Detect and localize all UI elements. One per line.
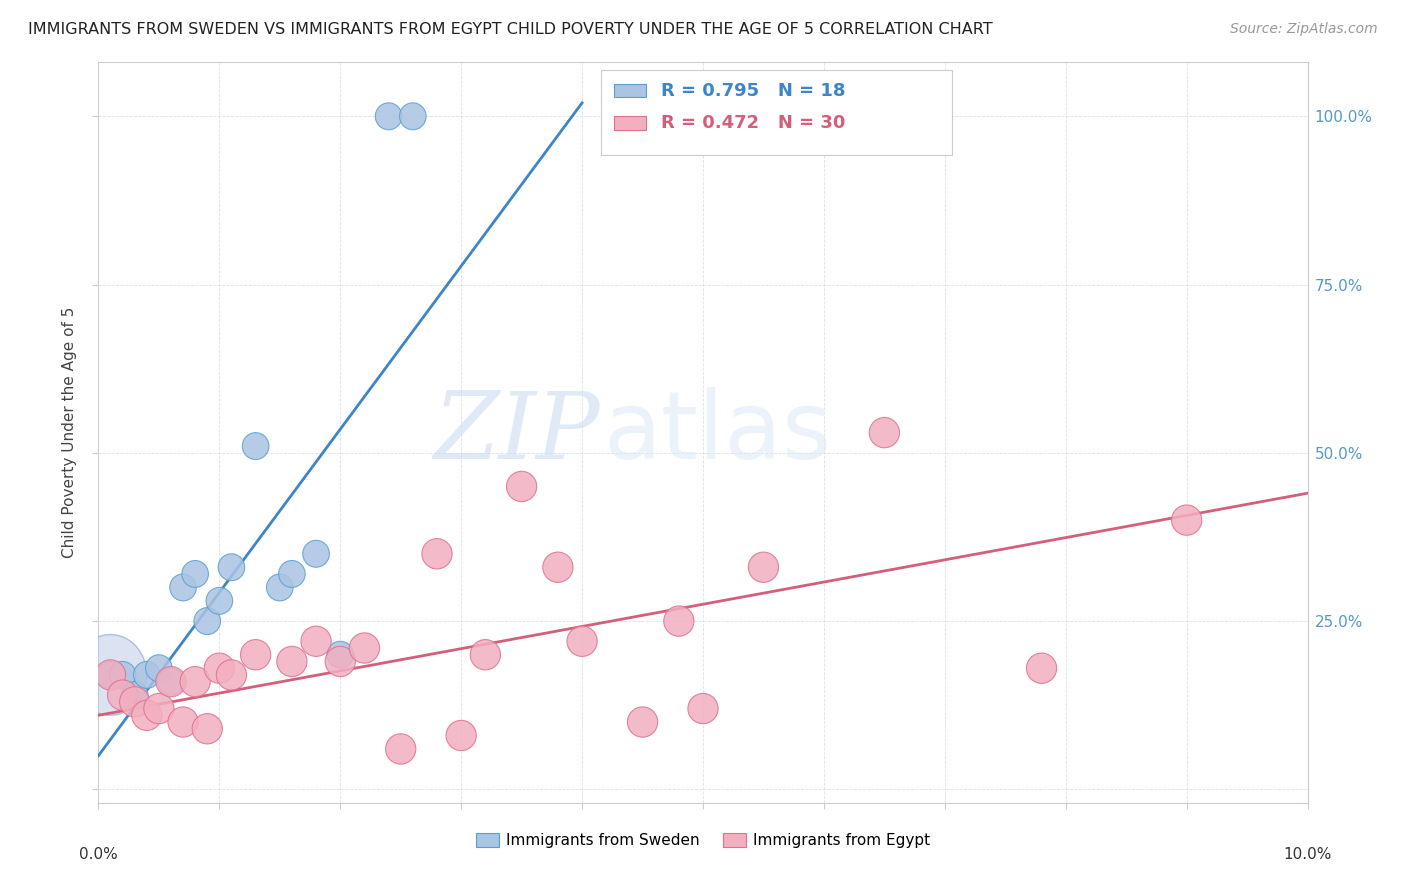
Ellipse shape: [385, 734, 416, 764]
Ellipse shape: [302, 541, 329, 567]
Ellipse shape: [301, 626, 332, 657]
Ellipse shape: [110, 662, 136, 689]
Ellipse shape: [170, 574, 197, 601]
Ellipse shape: [132, 700, 162, 731]
Ellipse shape: [422, 539, 453, 569]
Ellipse shape: [167, 706, 198, 737]
FancyBboxPatch shape: [602, 70, 952, 155]
Ellipse shape: [240, 640, 271, 670]
Ellipse shape: [121, 681, 148, 708]
Ellipse shape: [217, 660, 246, 690]
Ellipse shape: [157, 668, 184, 695]
Text: 0.0%: 0.0%: [79, 847, 118, 863]
Ellipse shape: [688, 693, 718, 723]
Ellipse shape: [156, 666, 186, 697]
Ellipse shape: [278, 560, 305, 588]
Text: atlas: atlas: [603, 386, 832, 479]
Ellipse shape: [748, 552, 779, 582]
Ellipse shape: [325, 647, 356, 677]
Ellipse shape: [194, 607, 221, 634]
Ellipse shape: [470, 640, 501, 670]
Ellipse shape: [96, 660, 125, 690]
Ellipse shape: [75, 634, 146, 715]
Y-axis label: Child Poverty Under the Age of 5: Child Poverty Under the Age of 5: [62, 307, 77, 558]
Ellipse shape: [146, 655, 172, 681]
Ellipse shape: [1026, 653, 1057, 683]
Ellipse shape: [627, 706, 658, 737]
Ellipse shape: [506, 471, 537, 501]
Ellipse shape: [567, 626, 598, 657]
Ellipse shape: [328, 641, 353, 668]
Ellipse shape: [399, 103, 426, 129]
Ellipse shape: [446, 721, 477, 751]
Ellipse shape: [218, 554, 245, 581]
Ellipse shape: [267, 574, 292, 601]
Ellipse shape: [181, 560, 208, 588]
Text: R = 0.472   N = 30: R = 0.472 N = 30: [661, 114, 845, 132]
Ellipse shape: [134, 662, 160, 689]
Text: Source: ZipAtlas.com: Source: ZipAtlas.com: [1230, 22, 1378, 37]
Ellipse shape: [180, 666, 211, 697]
FancyBboxPatch shape: [613, 84, 647, 97]
Text: R = 0.795   N = 18: R = 0.795 N = 18: [661, 81, 845, 100]
Ellipse shape: [207, 588, 232, 615]
Legend: Immigrants from Sweden, Immigrants from Egypt: Immigrants from Sweden, Immigrants from …: [470, 827, 936, 855]
Ellipse shape: [242, 433, 269, 459]
Ellipse shape: [1171, 505, 1202, 535]
Ellipse shape: [543, 552, 574, 582]
Ellipse shape: [664, 606, 695, 636]
Ellipse shape: [107, 680, 138, 710]
Text: IMMIGRANTS FROM SWEDEN VS IMMIGRANTS FROM EGYPT CHILD POVERTY UNDER THE AGE OF 5: IMMIGRANTS FROM SWEDEN VS IMMIGRANTS FRO…: [28, 22, 993, 37]
Text: ZIP: ZIP: [433, 388, 600, 477]
Ellipse shape: [349, 632, 380, 663]
Ellipse shape: [204, 653, 235, 683]
Ellipse shape: [869, 417, 900, 448]
Ellipse shape: [193, 714, 222, 744]
Ellipse shape: [97, 662, 124, 689]
Ellipse shape: [120, 687, 150, 717]
FancyBboxPatch shape: [613, 117, 647, 130]
Ellipse shape: [375, 103, 402, 129]
Ellipse shape: [277, 647, 307, 677]
Ellipse shape: [143, 693, 174, 723]
Text: 10.0%: 10.0%: [1284, 847, 1331, 863]
